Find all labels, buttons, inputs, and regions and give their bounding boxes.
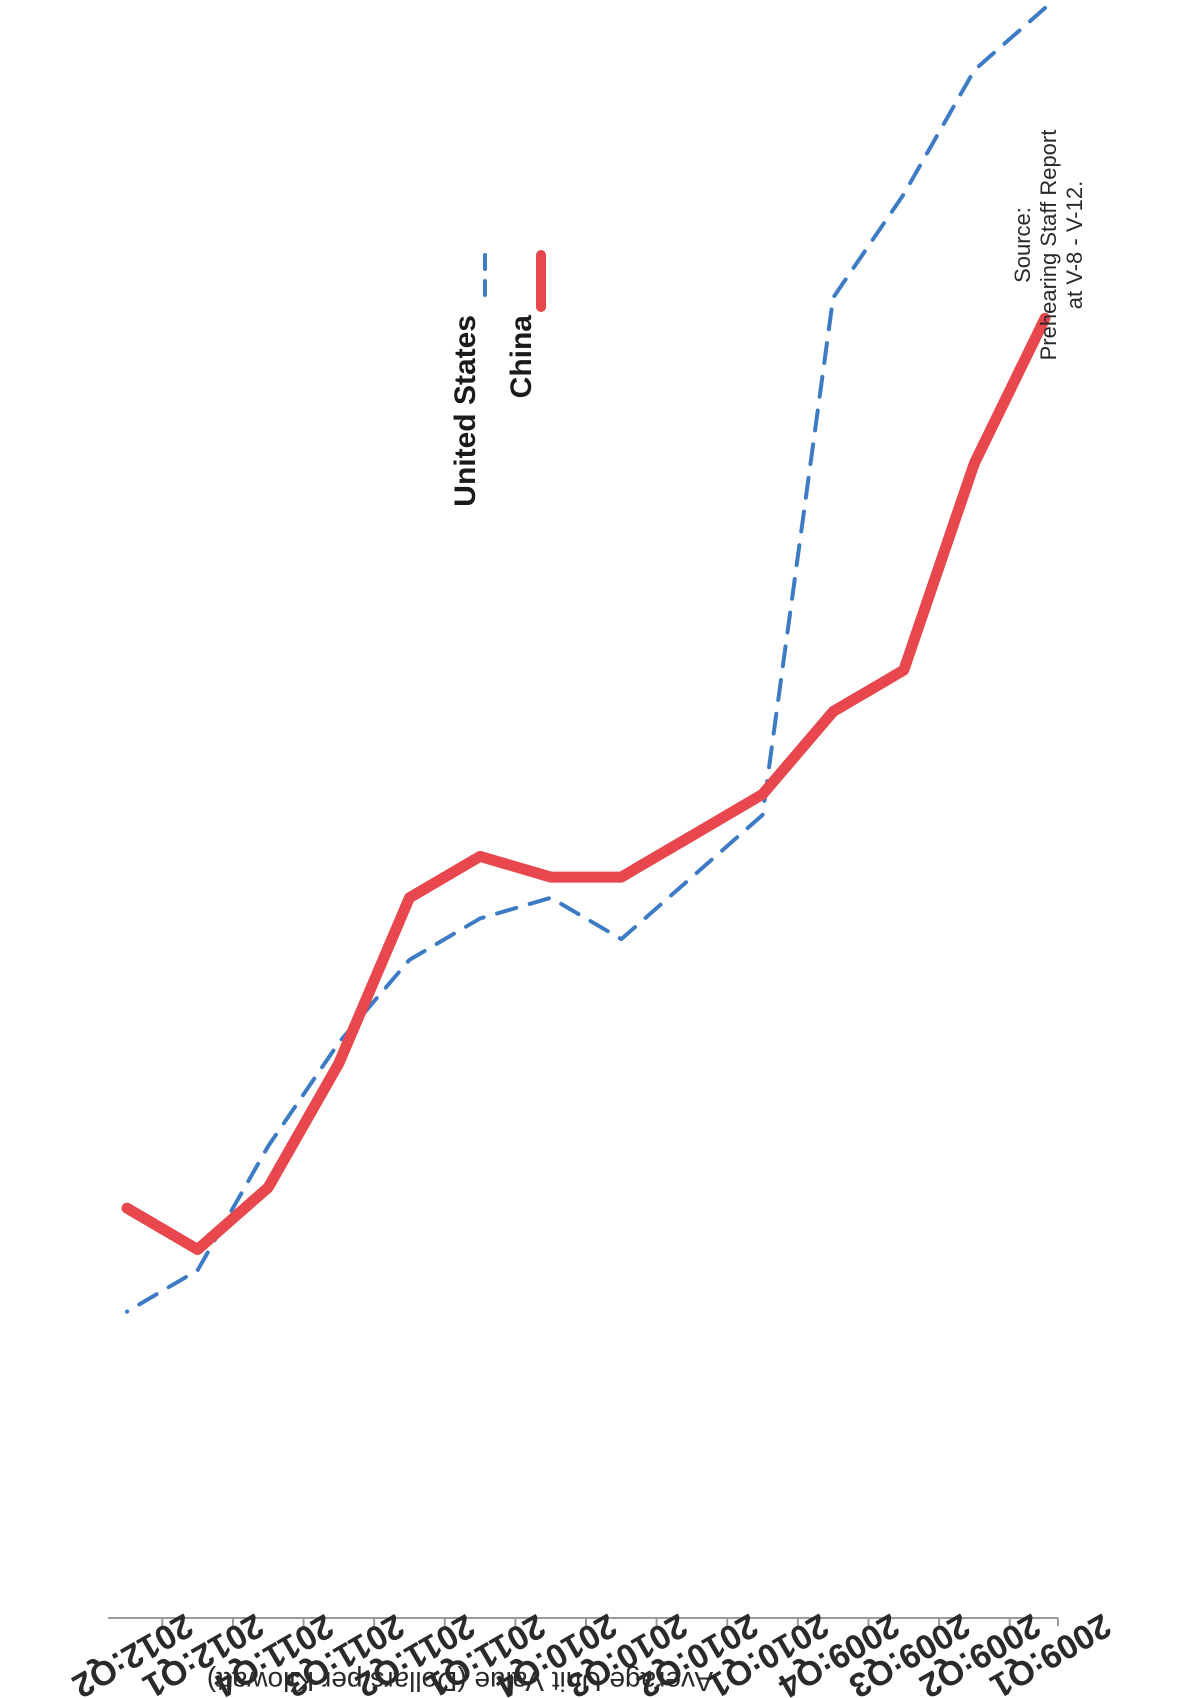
series-line-united-states — [125, 6, 1047, 1314]
series-line-china — [121, 312, 1051, 1256]
series-lines — [121, 6, 1051, 1314]
legend: United States China — [449, 250, 546, 507]
source-note: Source: Prehearing Staff Report at V-8 - V… — [1010, 130, 1087, 361]
legend-label: China — [505, 315, 538, 399]
source-label: Source: — [1010, 207, 1035, 283]
source-line: Prehearing Staff Report — [1036, 130, 1061, 361]
y-axis-title: Average Unit Value (Dollars per Kilowatt… — [207, 1666, 713, 1697]
legend-label: United States — [449, 315, 482, 507]
source-line: at V-8 - V-12. — [1062, 181, 1087, 309]
